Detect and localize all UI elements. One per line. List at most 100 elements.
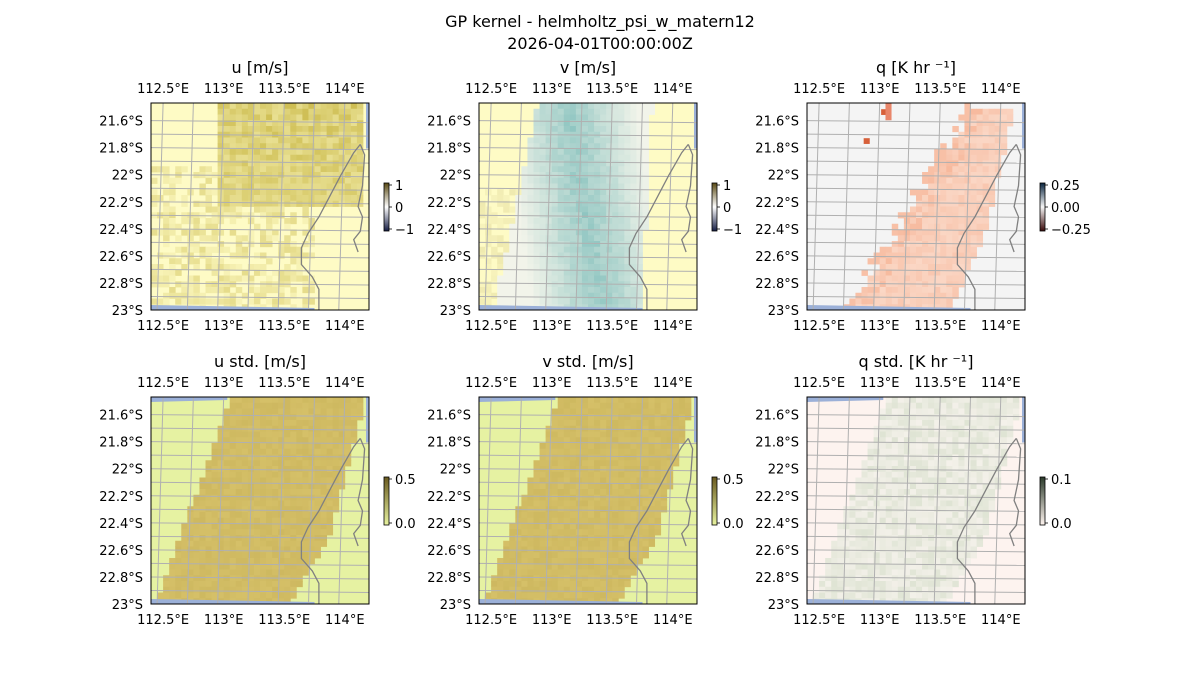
heatmap-cell <box>575 512 583 519</box>
heatmap-cell <box>594 466 601 473</box>
heatmap-cell <box>879 517 887 524</box>
heatmap-cell <box>891 529 899 536</box>
heatmap-cell <box>272 586 279 593</box>
heatmap-cell <box>988 477 996 484</box>
heatmap-cell <box>193 569 200 576</box>
heatmap-cell <box>946 218 953 225</box>
heatmap-cell <box>503 575 510 582</box>
gridline <box>807 549 1025 553</box>
heatmap-cell <box>479 287 486 294</box>
heatmap-cell <box>314 143 321 150</box>
heatmap-cell <box>557 298 565 305</box>
heatmap-cell <box>229 569 237 576</box>
ocean-edge <box>479 305 643 310</box>
heatmap-cell <box>654 437 662 444</box>
heatmap-cell <box>873 460 881 467</box>
heatmap-cell <box>940 172 947 179</box>
heatmap-cell <box>266 483 273 490</box>
heatmap-cell <box>290 489 297 496</box>
heatmap-cell <box>509 529 516 536</box>
heatmap-cell <box>296 246 303 253</box>
heatmap-cell <box>539 581 547 588</box>
heatmap-cell <box>211 235 219 242</box>
heatmap-cell <box>545 581 553 588</box>
heatmap-cell <box>952 581 959 588</box>
heatmap-cell <box>588 264 595 271</box>
heatmap-cell <box>253 540 261 547</box>
heatmap-cell <box>290 103 297 110</box>
heatmap-cell <box>211 218 219 225</box>
heatmap-cell <box>229 143 237 150</box>
heatmap-cell <box>922 546 929 553</box>
heatmap-cell <box>332 172 340 179</box>
heatmap-cell <box>260 292 267 299</box>
heatmap-cell <box>909 454 917 461</box>
heatmap-cell <box>211 298 219 305</box>
x-tick-label-bottom: 113°E <box>860 319 900 334</box>
heatmap-cell <box>873 448 881 455</box>
heatmap-cell <box>940 275 947 282</box>
heatmap-cell <box>648 437 656 444</box>
heatmap-cell <box>302 414 309 421</box>
gridline <box>484 103 492 310</box>
heatmap-cell <box>332 137 340 144</box>
heatmap-cell <box>964 235 971 242</box>
gridline <box>807 268 1025 272</box>
heatmap-cell <box>903 443 911 450</box>
heatmap-cell <box>235 454 243 461</box>
heatmap-cell <box>630 506 637 513</box>
heatmap-cell <box>909 552 917 559</box>
heatmap-cell <box>296 569 303 576</box>
heatmap-cell <box>964 143 971 150</box>
heatmap-cell <box>193 512 200 519</box>
heatmap-cell <box>278 437 285 444</box>
heatmap-cell <box>581 540 589 547</box>
heatmap-cell <box>970 443 977 450</box>
heatmap-cell <box>563 108 571 115</box>
heatmap-cell <box>952 246 959 253</box>
heatmap-cell <box>666 402 674 409</box>
heatmap-cell <box>885 264 893 271</box>
heatmap-cell <box>260 420 267 427</box>
heatmap-cell <box>885 575 893 582</box>
heatmap-cell <box>563 471 571 478</box>
heatmap-cell <box>539 281 547 288</box>
y-tick-label: 22.8°S <box>99 571 143 586</box>
heatmap-cell <box>320 154 328 161</box>
heatmap-cell <box>922 489 929 496</box>
heatmap-cell <box>958 546 965 553</box>
heatmap-cell <box>660 443 668 450</box>
gridline <box>151 427 369 431</box>
heatmap-cell <box>569 558 577 565</box>
heatmap-cell <box>624 581 631 588</box>
heatmap-cell <box>527 189 534 196</box>
heatmap-cell <box>946 183 953 190</box>
heatmap-cell <box>284 586 291 593</box>
heatmap-cell <box>588 206 595 213</box>
heatmap-cell <box>326 483 334 490</box>
heatmap-cell <box>284 189 291 196</box>
y-tick-label: 22.2°S <box>99 490 143 505</box>
heatmap-cell <box>326 160 334 167</box>
heatmap-cell <box>922 287 929 294</box>
heatmap-cell <box>928 558 935 565</box>
colorbar <box>1039 476 1046 526</box>
heatmap-cell <box>885 471 893 478</box>
heatmap-cell <box>612 223 619 230</box>
heatmap-cell <box>642 448 649 455</box>
heatmap-cell <box>326 517 334 524</box>
heatmap-cell <box>897 235 905 242</box>
heatmap-cell <box>163 200 170 207</box>
heatmap-cell <box>308 235 315 242</box>
heatmap-cell <box>934 269 941 276</box>
heatmap-cell <box>618 218 625 225</box>
heatmap-cell <box>594 506 601 513</box>
heatmap-cell <box>551 575 559 582</box>
heatmap-cell <box>320 189 328 196</box>
heatmap-cell <box>181 523 188 530</box>
gridline <box>156 397 164 604</box>
heatmap-cell <box>199 552 206 559</box>
heatmap-cell <box>533 200 540 207</box>
heatmap-cell <box>175 258 182 265</box>
heatmap-cell <box>266 414 273 421</box>
